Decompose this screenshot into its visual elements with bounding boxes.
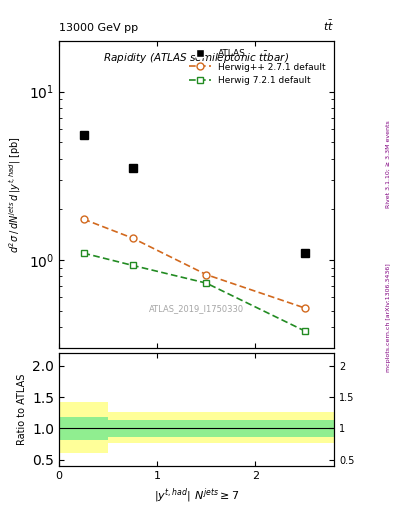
Legend: ATLAS, Herwig++ 2.7.1 default, Herwig 7.2.1 default: ATLAS, Herwig++ 2.7.1 default, Herwig 7.… xyxy=(185,46,330,89)
Text: 13000 GeV pp: 13000 GeV pp xyxy=(59,23,138,33)
Text: Rivet 3.1.10; ≥ 3.3M events: Rivet 3.1.10; ≥ 3.3M events xyxy=(386,120,391,208)
Text: mcplots.cern.ch [arXiv:1306.3436]: mcplots.cern.ch [arXiv:1306.3436] xyxy=(386,263,391,372)
Text: ATLAS_2019_I1750330: ATLAS_2019_I1750330 xyxy=(149,304,244,313)
Text: $t\bar{t}$: $t\bar{t}$ xyxy=(323,19,334,33)
X-axis label: $|y^{t,had}|$ $N^{jets} \geq 7$: $|y^{t,had}|$ $N^{jets} \geq 7$ xyxy=(154,486,239,505)
Y-axis label: Ratio to ATLAS: Ratio to ATLAS xyxy=(17,374,27,445)
Text: Rapidity (ATLAS semileptonic t$\bar{t}$bar): Rapidity (ATLAS semileptonic t$\bar{t}$b… xyxy=(103,50,290,66)
Y-axis label: $d^2\sigma\,/\,dN^{jets}\,d\,|y^{t,had}|$ [pb]: $d^2\sigma\,/\,dN^{jets}\,d\,|y^{t,had}|… xyxy=(7,136,23,253)
